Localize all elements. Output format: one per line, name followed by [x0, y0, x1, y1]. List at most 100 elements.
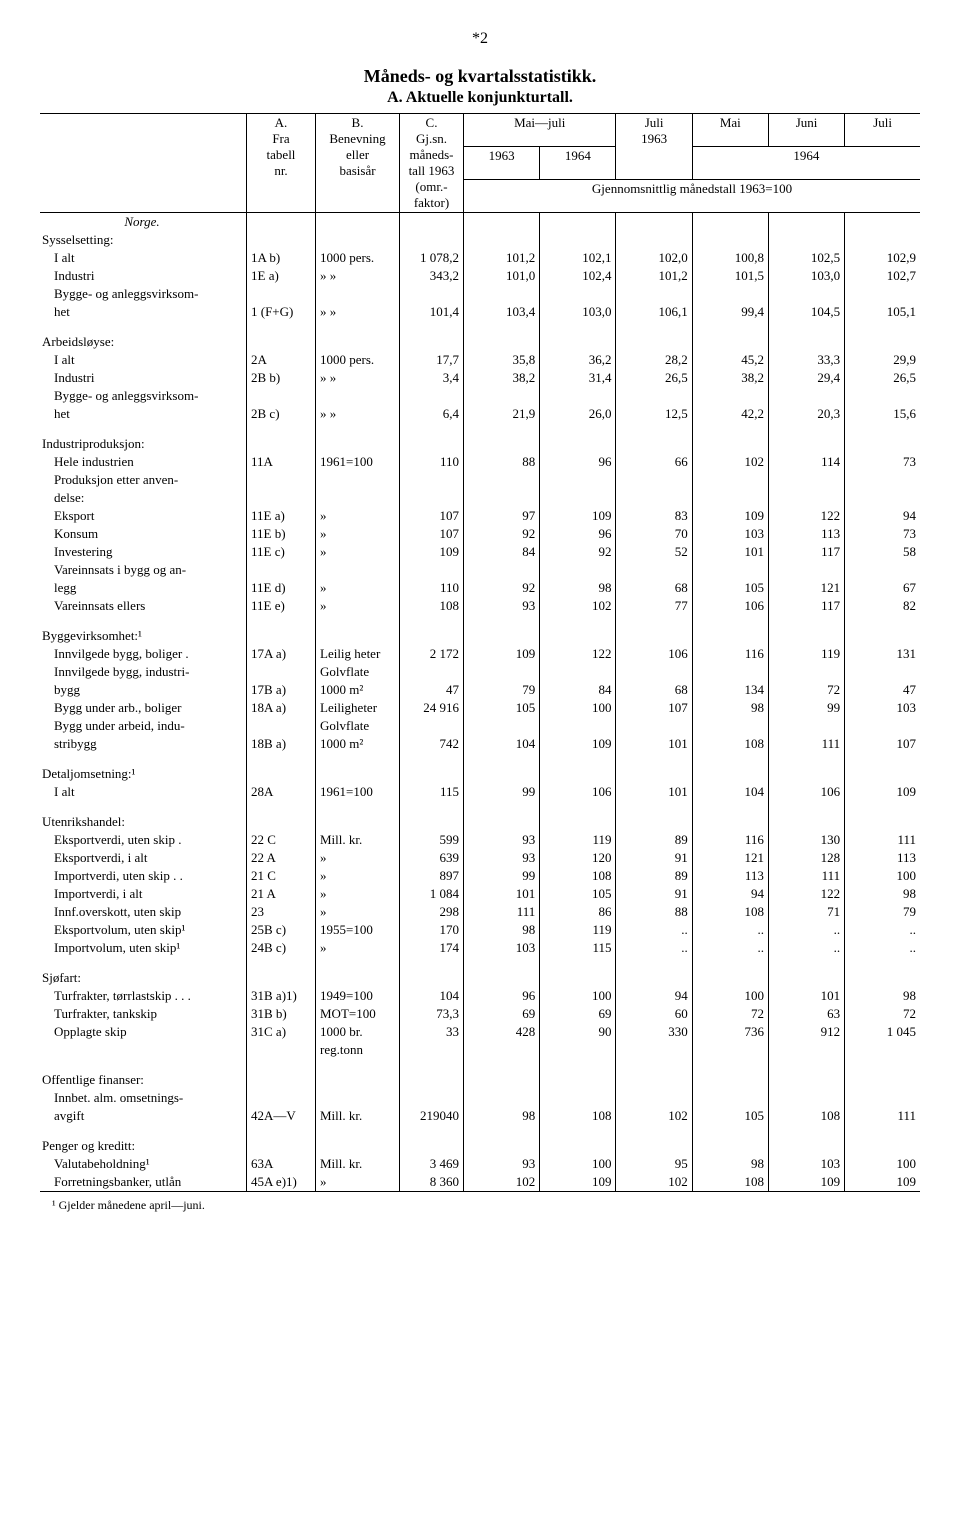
row-col-c: 73,3 [400, 1005, 464, 1023]
table-row: Eksportvolum, uten skip¹25B c)1955=10017… [40, 921, 920, 939]
row-value: 60 [616, 1005, 692, 1023]
row-col-c [400, 1041, 464, 1059]
row-label: avgift [40, 1107, 247, 1125]
row-value: 115 [540, 939, 616, 957]
header-1963: 1963 [464, 147, 540, 180]
row-value: 100 [540, 1155, 616, 1173]
row-col-b: » [316, 525, 400, 543]
row-value: 86 [540, 903, 616, 921]
row-col-a: 28A [247, 783, 316, 801]
row-value: 111 [768, 867, 844, 885]
row-label: Importverdi, i alt [40, 885, 247, 903]
row-label: Vareinnsats i bygg og an- [40, 561, 247, 579]
row-value: 96 [540, 453, 616, 471]
row-col-a: 21 C [247, 867, 316, 885]
row-label: het [40, 405, 247, 423]
row-label: Hele industrien [40, 453, 247, 471]
row-value: 52 [616, 543, 692, 561]
row-value: 121 [692, 849, 768, 867]
row-value: 101,2 [616, 267, 692, 285]
row-value: .. [692, 939, 768, 957]
row-col-b: Mill. kr. [316, 1107, 400, 1125]
row-value: 68 [616, 681, 692, 699]
row-value: 102 [464, 1173, 540, 1192]
row-value: 103,4 [464, 303, 540, 321]
row-col-c: 897 [400, 867, 464, 885]
row-value: 102,9 [845, 249, 920, 267]
row-value: 99,4 [692, 303, 768, 321]
row-col-b: » [316, 543, 400, 561]
table-row: I alt1A b)1000 pers.1 078,2101,2102,1102… [40, 249, 920, 267]
row-value: 108 [540, 867, 616, 885]
row-col-a [247, 1041, 316, 1059]
row-col-b: Golvflate [316, 717, 400, 735]
row-value: 100 [845, 1155, 920, 1173]
table-row: Innf.overskott, uten skip23»298111868810… [40, 903, 920, 921]
row-label: bygg [40, 681, 247, 699]
row-label: Industri [40, 267, 247, 285]
row-label: Eksportverdi, i alt [40, 849, 247, 867]
row-value: 111 [845, 1107, 920, 1125]
row-col-c: 108 [400, 597, 464, 615]
row-value: 109 [692, 507, 768, 525]
row-col-a: 25B c) [247, 921, 316, 939]
table-row: avgift42A—VMill. kr.21904098108102105108… [40, 1107, 920, 1125]
section-subheading: Utenrikshandel: [40, 813, 247, 831]
row-col-c: 110 [400, 453, 464, 471]
row-value: 119 [540, 831, 616, 849]
row-value: 36,2 [540, 351, 616, 369]
row-col-c: 2 172 [400, 645, 464, 663]
row-value: 330 [616, 1023, 692, 1041]
row-value: 12,5 [616, 405, 692, 423]
row-value: 79 [845, 903, 920, 921]
row-col-a: 63A [247, 1155, 316, 1173]
row-value: 20,3 [768, 405, 844, 423]
row-label: Eksportvolum, uten skip¹ [40, 921, 247, 939]
row-label: Innbet. alm. omsetnings- [40, 1089, 247, 1107]
row-value: 106 [692, 597, 768, 615]
row-label: Importvolum, uten skip¹ [40, 939, 247, 957]
row-value: 26,0 [540, 405, 616, 423]
row-value: .. [692, 921, 768, 939]
row-value: 95 [616, 1155, 692, 1173]
row-value: 93 [464, 597, 540, 615]
row-col-b: Leiligheter [316, 699, 400, 717]
row-col-c [400, 489, 464, 507]
row-col-c: 33 [400, 1023, 464, 1041]
row-value: 29,4 [768, 369, 844, 387]
row-col-c: 6,4 [400, 405, 464, 423]
row-value: 101,0 [464, 267, 540, 285]
row-value: 45,2 [692, 351, 768, 369]
row-value: 106 [768, 783, 844, 801]
row-col-a [247, 489, 316, 507]
row-value: 109 [464, 645, 540, 663]
table-row: Bygg under arb., boliger18A a)Leilighete… [40, 699, 920, 717]
row-col-a: 31B b) [247, 1005, 316, 1023]
row-value: 116 [692, 645, 768, 663]
header-juli: Juli1963 [616, 114, 692, 180]
row-value: 113 [845, 849, 920, 867]
row-label: Innvilgede bygg, boliger . [40, 645, 247, 663]
row-value: 98 [692, 1155, 768, 1173]
row-value: 72 [692, 1005, 768, 1023]
row-value: 108 [540, 1107, 616, 1125]
row-col-a: 11A [247, 453, 316, 471]
row-value: 94 [616, 987, 692, 1005]
row-value: 68 [616, 579, 692, 597]
row-col-a: 24B c) [247, 939, 316, 957]
row-col-a [247, 471, 316, 489]
row-value: 92 [464, 579, 540, 597]
row-col-c: 599 [400, 831, 464, 849]
row-col-c: 3 469 [400, 1155, 464, 1173]
row-value: 99 [464, 867, 540, 885]
row-value: 69 [540, 1005, 616, 1023]
row-col-b: » [316, 579, 400, 597]
row-value: 100 [540, 699, 616, 717]
row-value: 103,0 [540, 303, 616, 321]
row-value: 122 [540, 645, 616, 663]
row-label: Vareinnsats ellers [40, 597, 247, 615]
row-value: 100,8 [692, 249, 768, 267]
row-col-a: 22 A [247, 849, 316, 867]
row-value: .. [768, 921, 844, 939]
row-col-c: 110 [400, 579, 464, 597]
